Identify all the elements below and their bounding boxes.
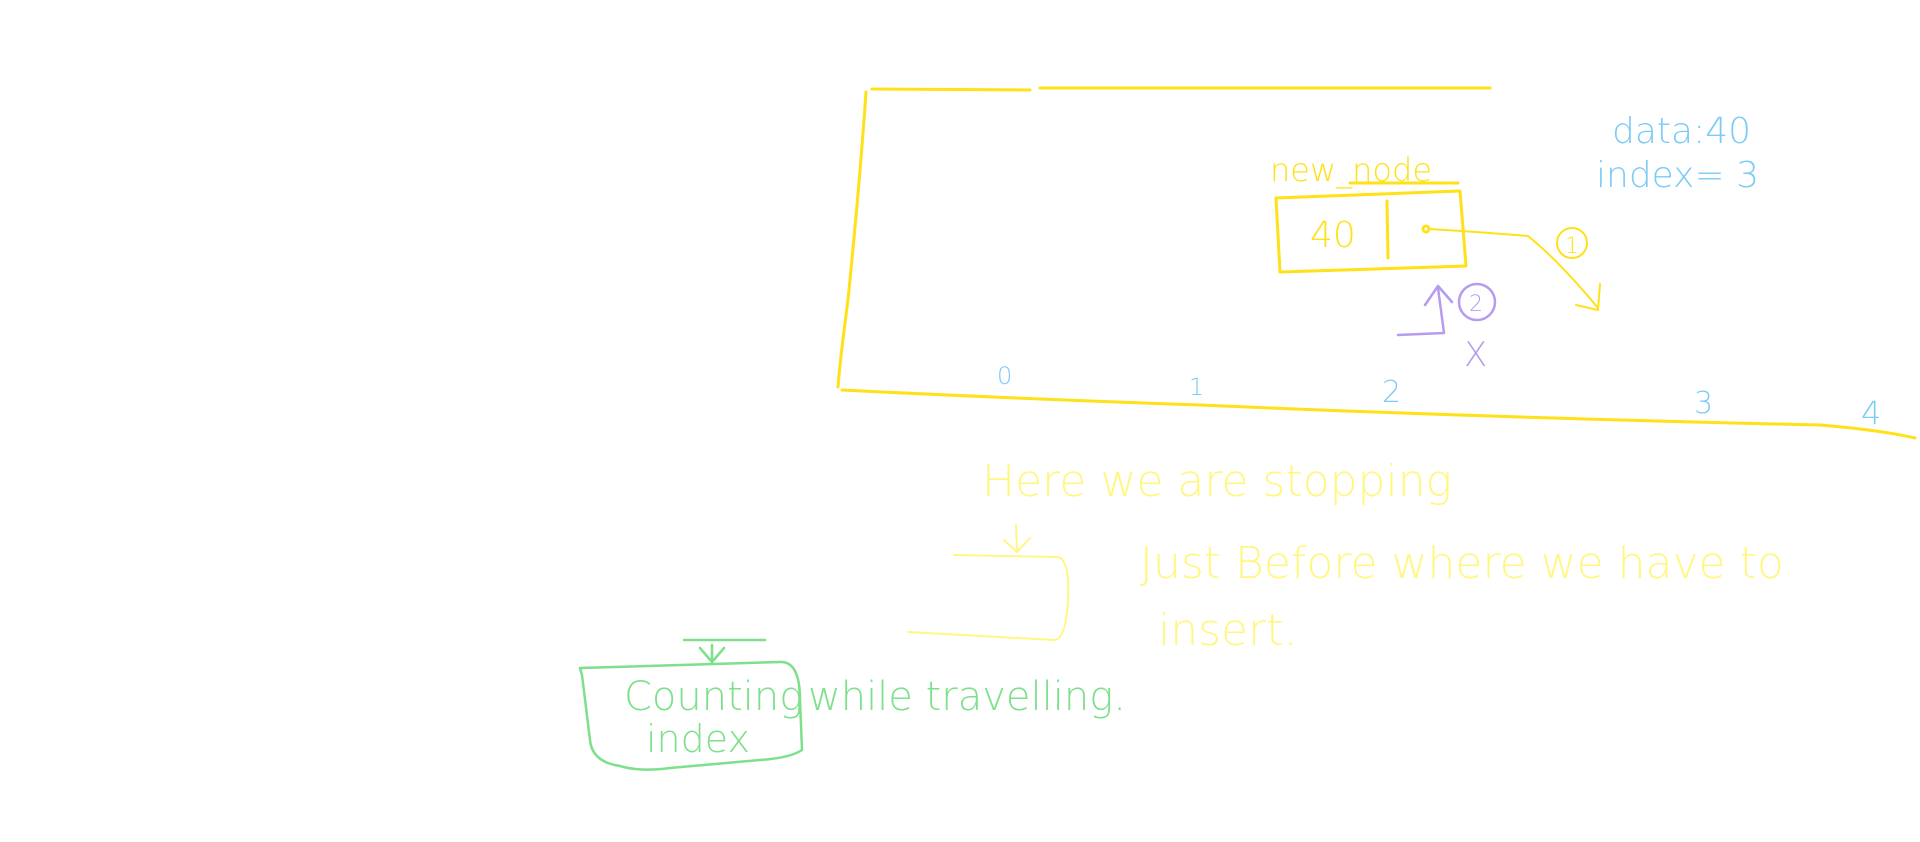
counting-box <box>578 638 804 771</box>
step2-number: 2 <box>1469 292 1483 317</box>
note-arrow <box>907 524 1070 641</box>
new-node <box>1274 181 1468 274</box>
note-counting: Counting <box>624 674 803 720</box>
position-index-1: 1 <box>1189 373 1204 401</box>
new-node-divider <box>1385 199 1390 260</box>
step2-arrow <box>1396 282 1497 337</box>
index-value-label: index= 3 <box>1596 155 1759 196</box>
position-index-0: 0 <box>997 362 1012 390</box>
position-index-4: 4 <box>1861 394 1881 432</box>
data-value-label: data:40 <box>1612 111 1751 152</box>
cross-mark: X <box>1464 335 1487 375</box>
list-frame-left <box>836 90 868 389</box>
step1-number: 1 <box>1565 234 1579 259</box>
counting-box-outline <box>578 660 804 771</box>
note-while-travelling: while travelling. <box>808 674 1126 720</box>
step1-circle <box>1556 227 1588 259</box>
step2-arrow-head <box>1423 284 1454 307</box>
new-node-label: new_node <box>1270 151 1432 189</box>
list-frame-top <box>870 86 1492 92</box>
note-arrow-line <box>907 554 1070 641</box>
note-stopping: Here we are stopping <box>982 456 1452 507</box>
position-index-3: 3 <box>1694 386 1713 421</box>
step1-arrow-head <box>1575 283 1601 311</box>
step1-arrow <box>1428 227 1601 311</box>
note-insert: insert. <box>1158 605 1297 656</box>
new-node-box <box>1274 189 1468 274</box>
counting-box-arrow <box>698 643 726 664</box>
note-index: index <box>646 717 750 761</box>
note-just-before: Just Before where we have to <box>1140 538 1784 589</box>
note-arrow-head <box>1003 537 1031 553</box>
step2-circle <box>1457 282 1497 322</box>
list-frame <box>836 86 1917 440</box>
step2-arrow-line <box>1396 286 1446 337</box>
step1-arrow-line <box>1428 228 1599 309</box>
list-frame-bottom <box>840 388 1917 440</box>
new-node-value: 40 <box>1310 215 1356 256</box>
note-arrow-stem <box>1015 524 1018 551</box>
position-index-2: 2 <box>1382 375 1401 410</box>
